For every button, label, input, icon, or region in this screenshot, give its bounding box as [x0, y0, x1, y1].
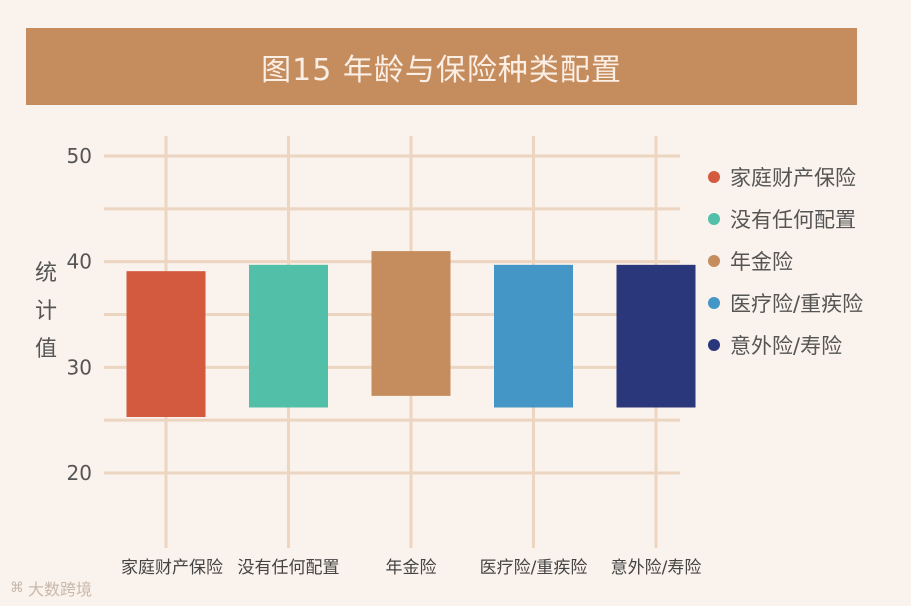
watermark-text: 大数跨境: [28, 580, 93, 599]
legend-marker: [708, 297, 720, 309]
legend-label: 意外险/寿险: [730, 334, 842, 358]
title-banner: 图15 年龄与保险种类配置: [26, 28, 857, 105]
legend-label: 家庭财产保险: [730, 166, 856, 190]
y-axis-label: 统 计 值: [33, 255, 59, 369]
legend-label: 没有任何配置: [730, 208, 856, 232]
bar-1: [126, 271, 206, 417]
x-tick-label: 年金险: [386, 558, 437, 578]
y-tick-label: 20: [67, 461, 92, 485]
x-tick-label: 家庭财产保险: [121, 558, 223, 578]
legend-label: 医疗险/重疾险: [730, 292, 863, 316]
watermark-logo-icon: ⌘: [10, 580, 24, 596]
y-tick-label: 30: [67, 355, 92, 379]
x-tick-label: 意外险/寿险: [611, 558, 702, 578]
y-tick-label: 40: [67, 250, 92, 274]
legend-marker: [708, 213, 720, 225]
y-tick-label: 50: [67, 144, 92, 168]
chart-title: 图15 年龄与保险种类配置: [261, 52, 622, 88]
x-tick-label: 没有任何配置: [238, 558, 340, 578]
legend-marker: [708, 171, 720, 183]
bar-3: [371, 251, 451, 396]
bar-5: [616, 264, 696, 408]
watermark: ⌘ 大数跨境: [10, 576, 92, 600]
bar-2: [249, 264, 328, 408]
y-axis-label-char: 统: [34, 261, 57, 286]
x-tick-label: 医疗险/重疾险: [480, 558, 588, 578]
y-axis-label-char: 值: [34, 337, 57, 362]
legend-marker: [708, 339, 720, 351]
legend-marker: [708, 255, 720, 267]
bar-4: [494, 264, 573, 408]
legend-label: 年金险: [730, 250, 793, 274]
y-axis-label-char: 计: [34, 299, 57, 324]
